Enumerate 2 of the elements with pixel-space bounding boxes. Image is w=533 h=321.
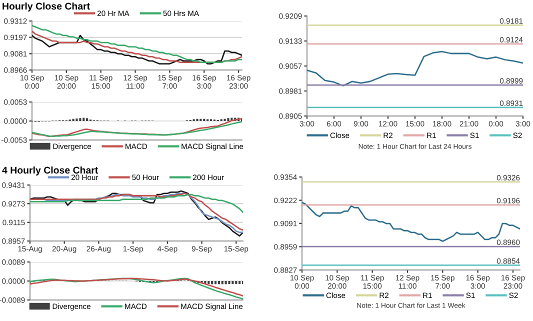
chart-title: Hourly Close Chart — [2, 2, 90, 12]
chart-title: 4 Hourly Close Chart — [2, 166, 98, 176]
